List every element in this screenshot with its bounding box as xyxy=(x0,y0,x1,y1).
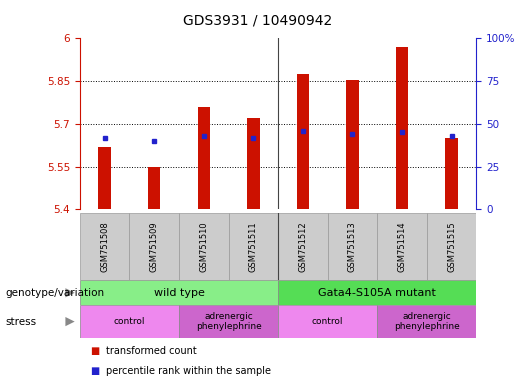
Text: adrenergic
phenylephrine: adrenergic phenylephrine xyxy=(394,312,460,331)
Text: GSM751511: GSM751511 xyxy=(249,222,258,272)
Bar xyxy=(98,147,111,209)
Bar xyxy=(148,167,160,209)
Bar xyxy=(445,138,458,209)
Bar xyxy=(278,213,328,280)
Text: GSM751512: GSM751512 xyxy=(298,222,307,272)
Text: adrenergic
phenylephrine: adrenergic phenylephrine xyxy=(196,312,262,331)
Text: GSM751509: GSM751509 xyxy=(150,222,159,272)
Text: ■: ■ xyxy=(90,346,99,356)
Bar xyxy=(179,305,278,338)
Text: Gata4-S105A mutant: Gata4-S105A mutant xyxy=(318,288,436,298)
Bar xyxy=(297,74,309,209)
Text: GSM751513: GSM751513 xyxy=(348,221,357,272)
Bar xyxy=(80,280,278,305)
Text: percentile rank within the sample: percentile rank within the sample xyxy=(106,366,270,376)
Text: GSM751510: GSM751510 xyxy=(199,222,208,272)
Text: control: control xyxy=(312,317,344,326)
Bar xyxy=(80,213,129,280)
Text: GSM751508: GSM751508 xyxy=(100,221,109,272)
Text: control: control xyxy=(114,317,145,326)
Bar xyxy=(328,213,377,280)
Bar xyxy=(247,118,260,209)
Text: genotype/variation: genotype/variation xyxy=(5,288,104,298)
Text: wild type: wild type xyxy=(153,288,204,298)
Bar xyxy=(377,213,427,280)
Text: GSM751515: GSM751515 xyxy=(447,222,456,272)
Bar xyxy=(278,280,476,305)
Bar xyxy=(278,305,377,338)
Text: GDS3931 / 10490942: GDS3931 / 10490942 xyxy=(183,13,332,27)
Text: ■: ■ xyxy=(90,366,99,376)
Text: GSM751514: GSM751514 xyxy=(398,222,406,272)
Bar xyxy=(198,107,210,209)
Text: stress: stress xyxy=(5,316,36,327)
Bar xyxy=(346,80,358,209)
Bar xyxy=(80,305,179,338)
Bar xyxy=(427,213,476,280)
Bar xyxy=(129,213,179,280)
Bar xyxy=(229,213,278,280)
Bar xyxy=(179,213,229,280)
Text: transformed count: transformed count xyxy=(106,346,196,356)
Bar xyxy=(377,305,476,338)
Bar xyxy=(396,47,408,209)
